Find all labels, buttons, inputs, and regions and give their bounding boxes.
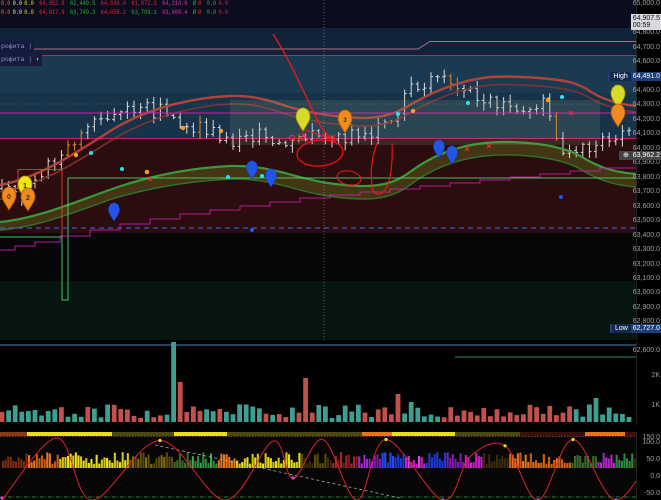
svg-text:0: 0 bbox=[7, 194, 11, 201]
svg-text:2: 2 bbox=[26, 195, 30, 202]
